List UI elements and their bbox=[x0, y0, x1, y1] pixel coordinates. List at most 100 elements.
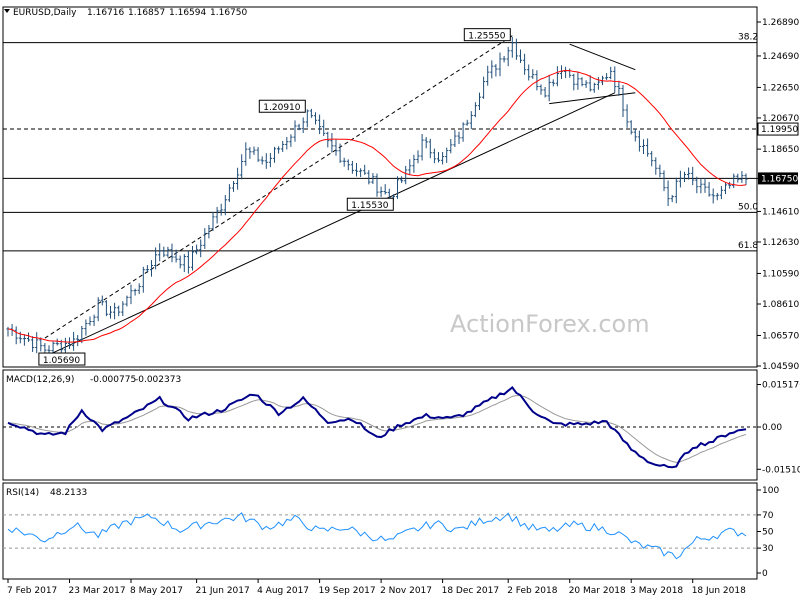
price-annotations: 1.25550 1.20910 1.15530 1.05690 bbox=[38, 28, 511, 366]
ohlc-bar bbox=[154, 247, 158, 270]
x-tick-label: 3 May 2018 bbox=[630, 586, 683, 596]
x-tick-label: 21 Jun 2017 bbox=[196, 586, 250, 596]
ohlc-bar bbox=[22, 334, 26, 346]
price-tick-label: 1.10590 bbox=[762, 269, 799, 279]
ohlc-bar bbox=[96, 297, 100, 322]
ohlc-bar bbox=[584, 80, 588, 88]
ohlc-bar bbox=[252, 146, 256, 155]
ohlc-bar bbox=[469, 111, 473, 130]
triangle-lower bbox=[549, 92, 636, 105]
ohlc-bar bbox=[14, 326, 18, 345]
ohlc-bar bbox=[26, 332, 31, 342]
ohlc-bar bbox=[744, 173, 748, 185]
ohlc-bar bbox=[199, 239, 203, 258]
ohlc-bar bbox=[346, 159, 350, 171]
ohlc-bar bbox=[617, 80, 621, 96]
ohlc-bar bbox=[256, 147, 260, 162]
price-tick-label: 1.22650 bbox=[762, 83, 799, 93]
ohlc-bar bbox=[158, 243, 162, 262]
ohlc-bar bbox=[691, 166, 695, 186]
ohlc-bar bbox=[473, 102, 477, 118]
ohlc-bar bbox=[596, 76, 600, 90]
watermark: ActionForex.com bbox=[450, 310, 650, 338]
ohlc-bar bbox=[31, 336, 35, 352]
ohlc-bar bbox=[100, 295, 104, 306]
ohlc-bar bbox=[371, 173, 375, 184]
ohlc-bar bbox=[588, 75, 592, 92]
ohlc-bar bbox=[490, 60, 494, 79]
ohlc-bar bbox=[543, 86, 547, 98]
price-annotation-label: 1.20910 bbox=[263, 103, 300, 113]
ohlc-bar bbox=[477, 92, 482, 110]
ohlc-bar bbox=[736, 173, 740, 183]
ohlc-bar bbox=[162, 246, 166, 258]
ohlc-bar bbox=[195, 244, 199, 255]
ohlc-bar bbox=[465, 119, 469, 126]
ohlc-bar bbox=[404, 165, 408, 185]
ohlc-bar bbox=[39, 337, 43, 352]
price-annotation-label: 1.05690 bbox=[43, 356, 80, 366]
x-tick-label: 8 May 2017 bbox=[130, 586, 183, 596]
x-tick-label: 7 Feb 2017 bbox=[7, 586, 57, 596]
ohlc-bar bbox=[408, 159, 412, 175]
macd-value: -0.000775 bbox=[90, 375, 136, 385]
macd-title: MACD(12,26,9) bbox=[6, 375, 74, 385]
ohlc-bar bbox=[227, 184, 231, 202]
price-annotation-box bbox=[38, 352, 86, 366]
ohlc-bar bbox=[170, 243, 174, 263]
ohlc-bar bbox=[428, 138, 432, 159]
ohlc-bar bbox=[728, 181, 732, 189]
ohlc-bar bbox=[236, 167, 240, 190]
ohlc-bar bbox=[354, 162, 359, 177]
ohlc-bar bbox=[641, 139, 646, 154]
rsi-tick-label: 30 bbox=[762, 544, 774, 554]
rsi-pane: 100 70 50 30 0 RSI(14) 48.2133 bbox=[2, 482, 779, 580]
price-open: 1.16716 bbox=[87, 8, 124, 18]
ohlc-bar bbox=[564, 66, 568, 79]
ohlc-bar bbox=[309, 108, 313, 118]
ohlc-bar bbox=[350, 160, 354, 174]
macd-line bbox=[7, 386, 747, 469]
ohlc-bar bbox=[125, 295, 129, 307]
level-label: 61.8 bbox=[738, 241, 758, 251]
x-tick-label: 2 Feb 2018 bbox=[507, 586, 558, 596]
ohlc-bar bbox=[445, 147, 449, 163]
ohlc-bar bbox=[121, 301, 125, 317]
rsi-value: 48.2133 bbox=[50, 488, 87, 498]
ohlc-bar bbox=[330, 132, 334, 153]
ohlc-bar bbox=[113, 302, 117, 320]
price-annotation-box bbox=[258, 99, 306, 113]
level-label: 50.0 bbox=[738, 202, 758, 212]
ohlc-bar bbox=[248, 147, 252, 159]
ohlc-bar bbox=[129, 284, 133, 305]
collapse-triangle-icon[interactable] bbox=[4, 9, 10, 13]
price-tick-label: 1.06570 bbox=[762, 331, 799, 341]
ohlc-bar bbox=[272, 146, 277, 163]
level-label: 38.2 bbox=[738, 33, 758, 43]
ohlc-bar bbox=[63, 337, 67, 353]
ohlc-bar bbox=[67, 337, 72, 349]
ohlc-bar bbox=[650, 151, 654, 167]
ohlc-bar bbox=[711, 188, 715, 204]
support-trendline bbox=[44, 92, 616, 358]
ohlc-bar bbox=[375, 173, 379, 197]
ohlc-bar bbox=[674, 177, 678, 204]
ohlc-bar bbox=[215, 206, 219, 224]
price-low: 1.16594 bbox=[169, 8, 206, 18]
price-header: EURUSD,Daily 1.16716 1.16857 1.16594 1.1… bbox=[4, 8, 247, 18]
ohlc-bar bbox=[293, 120, 297, 142]
x-tick-label: 19 Sep 2017 bbox=[319, 586, 376, 596]
ohlc-bar bbox=[633, 128, 637, 142]
ohlc-bar bbox=[559, 65, 564, 80]
ohlc-bar bbox=[687, 167, 691, 180]
ohlc-bar bbox=[605, 73, 609, 81]
ohlc-bar bbox=[363, 164, 367, 175]
ohlc-bar bbox=[301, 117, 305, 133]
ohlc-bar bbox=[625, 104, 629, 128]
macd-signal-line bbox=[7, 395, 747, 463]
rsi-line bbox=[7, 512, 747, 560]
ohlc-bar bbox=[449, 138, 453, 154]
price-y-axis: 1.26890 1.24690 1.22650 1.20670 1.18650 1.167… bbox=[757, 18, 799, 372]
ohlc-bar bbox=[268, 153, 272, 168]
